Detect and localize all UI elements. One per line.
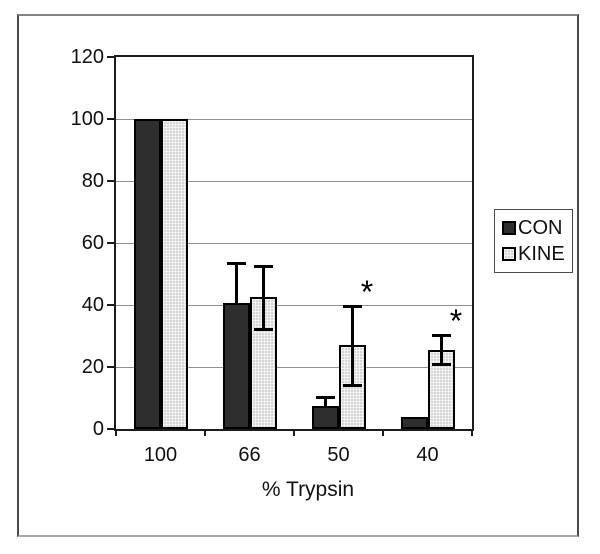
legend-label-KINE: KINE — [518, 243, 565, 265]
y-tick-label-0: 0 — [92, 418, 104, 440]
gridline-40 — [116, 305, 472, 306]
y-tick-label-20: 20 — [81, 356, 104, 378]
x-tick-mark-4 — [471, 430, 473, 436]
bar-KINE-40 — [428, 350, 455, 429]
y-tick-label-40: 40 — [81, 294, 104, 316]
y-tick-mark-60 — [107, 242, 116, 244]
error-bar-CON-50 — [324, 396, 327, 406]
y-tick-mark-100 — [107, 118, 116, 120]
bar-CON-50 — [312, 406, 339, 429]
y-tick-mark-20 — [107, 366, 116, 368]
legend: CON KINE — [494, 209, 573, 273]
error-cap-top-CON-66 — [227, 262, 246, 265]
x-tick-mark-3 — [382, 430, 384, 436]
gridline-100 — [116, 119, 472, 120]
x-tick-label-40: 40 — [416, 444, 439, 466]
error-cap-top-KINE-66 — [254, 265, 273, 268]
bar-KINE-50 — [339, 345, 366, 429]
error-bar-CON-66 — [235, 262, 238, 303]
x-tick-label-100: 100 — [143, 444, 178, 466]
x-tick-mark-1 — [204, 430, 206, 436]
gridline-80 — [116, 181, 472, 182]
error-cap-top-KINE-40 — [432, 334, 451, 337]
bar-KINE-66 — [250, 297, 277, 429]
x-axis-title: % Trypsin — [261, 478, 355, 501]
plot-area-border — [114, 55, 474, 431]
bar-KINE-100 — [161, 119, 188, 429]
gridline-20 — [116, 367, 472, 368]
legend-entry-CON: CON — [502, 217, 572, 239]
x-tick-label-50: 50 — [327, 444, 350, 466]
error-cap-bottom-KINE-40 — [432, 363, 451, 366]
bar-CON-66 — [223, 303, 250, 429]
error-cap-top-KINE-50 — [343, 305, 362, 308]
error-bar-KINE-66 — [262, 265, 265, 330]
gridline-60 — [116, 243, 472, 244]
error-cap-top-CON-50 — [316, 396, 335, 399]
x-tick-mark-2 — [293, 430, 295, 436]
y-tick-label-100: 100 — [70, 108, 104, 130]
bar-CON-100 — [134, 119, 161, 429]
y-tick-mark-80 — [107, 180, 116, 182]
significance-asterisk-40: * — [449, 303, 463, 339]
bar-CON-40 — [401, 417, 428, 429]
error-cap-bottom-KINE-66 — [254, 328, 273, 331]
x-tick-mark-0 — [115, 430, 117, 436]
figure-frame — [17, 14, 579, 537]
legend-swatch-KINE — [502, 247, 516, 261]
y-tick-label-80: 80 — [81, 170, 104, 192]
legend-label-CON: CON — [518, 217, 563, 239]
y-tick-label-60: 60 — [81, 232, 104, 254]
y-tick-mark-40 — [107, 304, 116, 306]
y-tick-label-120: 120 — [70, 46, 104, 68]
legend-entry-KINE: KINE — [502, 243, 572, 265]
significance-asterisk-50: * — [360, 274, 374, 310]
error-cap-bottom-KINE-50 — [343, 384, 362, 387]
y-tick-mark-120 — [107, 56, 116, 58]
y-tick-mark-0 — [107, 428, 116, 430]
error-bar-KINE-50 — [351, 305, 354, 386]
error-bar-KINE-40 — [440, 334, 443, 365]
x-tick-label-66: 66 — [238, 444, 261, 466]
legend-swatch-CON — [502, 221, 516, 235]
